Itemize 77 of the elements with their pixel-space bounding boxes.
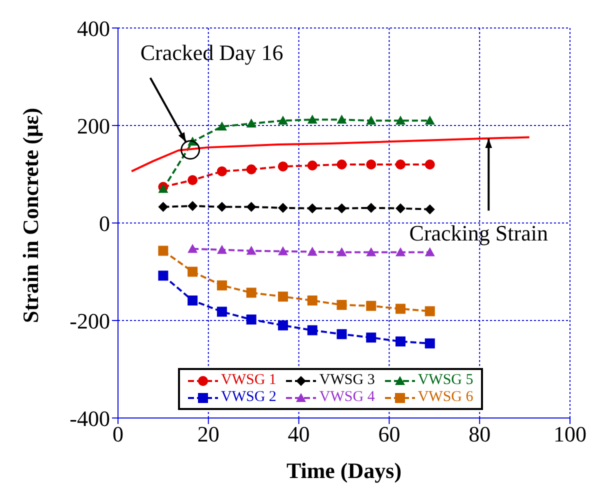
point	[307, 203, 318, 214]
point	[396, 203, 406, 214]
point	[278, 246, 288, 256]
y-tick-label: 400	[77, 16, 110, 41]
point	[278, 202, 288, 213]
point	[366, 300, 376, 311]
point	[216, 166, 227, 176]
x-tick-label: 20	[197, 422, 220, 447]
point	[216, 202, 227, 212]
point	[216, 306, 227, 317]
point	[246, 314, 256, 325]
point	[336, 247, 347, 256]
point	[307, 296, 318, 306]
point	[424, 116, 435, 125]
legend-label: VWSG 2	[221, 389, 276, 406]
point	[246, 118, 256, 128]
point	[396, 247, 406, 256]
point	[278, 292, 288, 302]
legend-label: VWSG 5	[418, 372, 474, 389]
point	[188, 244, 198, 253]
point	[216, 280, 227, 290]
x-axis-title: Time (Days)	[286, 458, 402, 483]
point	[424, 160, 435, 170]
point	[246, 164, 256, 174]
point	[307, 114, 318, 124]
point	[336, 114, 347, 124]
point	[188, 200, 198, 211]
point	[336, 300, 347, 310]
point	[366, 202, 376, 213]
point	[396, 336, 406, 346]
y-tick-label: 200	[77, 113, 110, 138]
annotation: Cracking Strain	[409, 220, 548, 246]
point	[396, 304, 406, 314]
point	[216, 121, 227, 130]
point	[336, 203, 347, 214]
point	[158, 270, 168, 281]
point	[424, 338, 435, 348]
y-tick-label: -400	[70, 406, 110, 431]
point	[188, 266, 198, 277]
point	[336, 329, 347, 340]
point	[216, 244, 227, 254]
point	[336, 160, 347, 170]
point	[366, 332, 376, 343]
y-axis-title: Strain in Concrete (με)	[18, 108, 43, 323]
x-tick-label: 100	[554, 422, 586, 447]
point	[158, 202, 168, 212]
point	[424, 306, 435, 316]
point	[366, 247, 376, 256]
annotation: Cracked Day 16	[140, 40, 284, 65]
legend-label: VWSG 3	[319, 372, 375, 389]
point	[188, 175, 198, 186]
line-series	[130, 136, 530, 172]
point	[396, 116, 406, 125]
point	[278, 320, 288, 330]
point	[396, 160, 406, 170]
point	[246, 202, 256, 212]
point	[307, 325, 318, 336]
point	[188, 296, 198, 306]
x-tick-label: 80	[468, 422, 491, 447]
point	[158, 246, 168, 256]
point	[246, 288, 256, 298]
legend-label: VWSG 4	[319, 389, 375, 406]
point	[424, 247, 435, 256]
point	[366, 160, 376, 170]
legend-label: VWSG 6	[418, 389, 474, 406]
y-tick-label: 0	[99, 210, 110, 236]
point	[366, 116, 376, 125]
point	[278, 161, 288, 172]
legend-label: VWSG 1	[221, 372, 276, 389]
point	[307, 160, 318, 170]
point	[307, 246, 318, 256]
y-tick-label: -200	[70, 308, 110, 334]
x-tick-label: 60	[378, 422, 400, 447]
point	[424, 204, 435, 214]
x-tick-label: 40	[288, 422, 310, 447]
point	[278, 116, 288, 125]
point	[246, 246, 256, 255]
